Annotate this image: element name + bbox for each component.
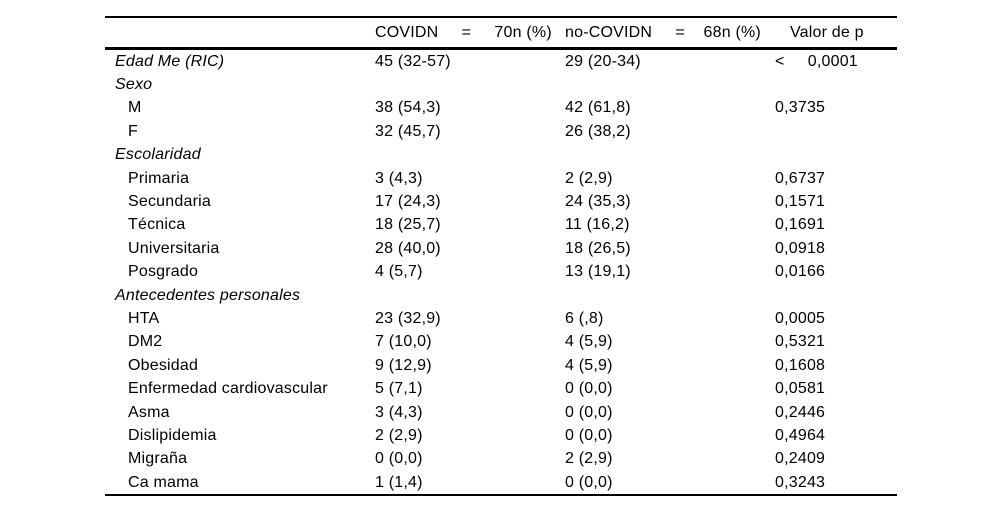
row-label: Escolaridad: [115, 146, 201, 164]
table-row: F 32 (45,7) 26 (38,2): [105, 120, 897, 143]
comparison-table: COVIDN = 70n (%) no-COVIDN = 68n (%) Val…: [105, 16, 897, 497]
p-value: 0,4964: [775, 426, 826, 444]
p-value: < 0,0001: [775, 52, 858, 70]
covidn-value: 17 (24,3): [375, 193, 441, 211]
p-value: 0,0005: [775, 309, 826, 327]
table-row: Universitaria 28 (40,0) 18 (26,5) 0,0918: [105, 237, 897, 260]
table-row: Ca mama 1 (1,4) 0 (0,0) 0,3243: [105, 471, 897, 494]
table-header-row: COVIDN = 70n (%) no-COVIDN = 68n (%) Val…: [105, 18, 897, 50]
row-label: Edad Me (RIC): [115, 52, 225, 70]
row-label: M: [128, 99, 142, 117]
row-label: Universitaria: [128, 239, 220, 257]
table-row: Antecedentes personales: [105, 284, 897, 307]
table-row: Migraña 0 (0,0) 2 (2,9) 0,2409: [105, 448, 897, 471]
no-covidn-value: 13 (19,1): [565, 263, 631, 281]
header-covidn-column: COVIDN = 70n (%): [375, 23, 552, 41]
row-label: Primaria: [128, 169, 190, 187]
covidn-value: 4 (5,7): [375, 263, 423, 281]
p-value: 0,0918: [775, 239, 826, 257]
table-row: HTA 23 (32,9) 6 (,8) 0,0005: [105, 307, 897, 330]
p-value: 0,3735: [775, 99, 826, 117]
p-value: 0,0581: [775, 380, 826, 398]
row-label: Migraña: [128, 450, 188, 468]
header-p-value-column: Valor de p: [790, 23, 864, 41]
covidn-value: 23 (32,9): [375, 309, 441, 327]
covidn-value: 3 (4,3): [375, 169, 423, 187]
p-value: 0,2409: [775, 450, 826, 468]
covidn-value: 32 (45,7): [375, 122, 441, 140]
covidn-value: 0 (0,0): [375, 450, 423, 468]
table-row: Dislipidemia 2 (2,9) 0 (0,0) 0,4964: [105, 424, 897, 447]
table-row: M 38 (54,3) 42 (61,8) 0,3735: [105, 97, 897, 120]
covidn-value: 9 (12,9): [375, 356, 432, 374]
no-covidn-value: 2 (2,9): [565, 169, 613, 187]
no-covidn-value: 2 (2,9): [565, 450, 613, 468]
no-covidn-value: 42 (61,8): [565, 99, 631, 117]
table-row: Enfermedad cardiovascular 5 (7,1) 0 (0,0) 0…: [105, 377, 897, 400]
row-label: Asma: [128, 403, 170, 421]
table-row: Sexo: [105, 73, 897, 96]
no-covidn-value: 0 (0,0): [565, 403, 613, 421]
p-value: 0,5321: [775, 333, 826, 351]
row-label: Secundaria: [128, 193, 211, 211]
covidn-value: 18 (25,7): [375, 216, 441, 234]
covidn-value: 5 (7,1): [375, 380, 423, 398]
table-row: Primaria 3 (4,3) 2 (2,9) 0,6737: [105, 167, 897, 190]
row-label: F: [128, 122, 138, 140]
row-label: Sexo: [115, 76, 153, 94]
no-covidn-value: 18 (26,5): [565, 239, 631, 257]
row-label: Obesidad: [128, 356, 199, 374]
table-row: Posgrado 4 (5,7) 13 (19,1) 0,0166: [105, 261, 897, 284]
no-covidn-value: 0 (0,0): [565, 473, 613, 491]
no-covidn-value: 0 (0,0): [565, 426, 613, 444]
table-row: Secundaria 17 (24,3) 24 (35,3) 0,1571: [105, 190, 897, 213]
table-row: DM2 7 (10,0) 4 (5,9) 0,5321: [105, 331, 897, 354]
row-label: Técnica: [128, 216, 186, 234]
no-covidn-value: 0 (0,0): [565, 380, 613, 398]
covidn-value: 1 (1,4): [375, 473, 423, 491]
covidn-value: 45 (32-57): [375, 52, 451, 70]
no-covidn-value: 6 (,8): [565, 309, 604, 327]
p-value: 0,6737: [775, 169, 826, 187]
covidn-value: 28 (40,0): [375, 239, 441, 257]
covidn-value: 38 (54,3): [375, 99, 441, 117]
p-value: 0,3243: [775, 473, 826, 491]
table-body: Edad Me (RIC) 45 (32-57) 29 (20-34) < 0,000…: [105, 50, 897, 497]
table-row: Obesidad 9 (12,9) 4 (5,9) 0,1608: [105, 354, 897, 377]
row-label: Ca mama: [128, 473, 199, 491]
no-covidn-value: 26 (38,2): [565, 122, 631, 140]
no-covidn-value: 4 (5,9): [565, 333, 613, 351]
row-label: Dislipidemia: [128, 426, 217, 444]
no-covidn-value: 24 (35,3): [565, 193, 631, 211]
row-label: HTA: [128, 309, 160, 327]
row-label: Antecedentes personales: [115, 286, 301, 304]
table-row: Escolaridad: [105, 144, 897, 167]
p-value: 0,2446: [775, 403, 826, 421]
no-covidn-value: 4 (5,9): [565, 356, 613, 374]
row-label: DM2: [128, 333, 163, 351]
p-value: 0,1571: [775, 193, 826, 211]
row-label: Posgrado: [128, 263, 199, 281]
covidn-value: 7 (10,0): [375, 333, 432, 351]
table-row: Edad Me (RIC) 45 (32-57) 29 (20-34) < 0,000…: [105, 50, 897, 73]
p-value: 0,1691: [775, 216, 826, 234]
covidn-value: 2 (2,9): [375, 426, 423, 444]
no-covidn-value: 29 (20-34): [565, 52, 641, 70]
covidn-value: 3 (4,3): [375, 403, 423, 421]
p-value: 0,1608: [775, 356, 826, 374]
table-row: Asma 3 (4,3) 0 (0,0) 0,2446: [105, 401, 897, 424]
header-no-covidn-column: no-COVIDN = 68n (%): [565, 23, 761, 41]
row-label: Enfermedad cardiovascular: [128, 380, 328, 398]
no-covidn-value: 11 (16,2): [565, 216, 630, 234]
table-row: Técnica 18 (25,7) 11 (16,2) 0,1691: [105, 214, 897, 237]
p-value: 0,0166: [775, 263, 826, 281]
